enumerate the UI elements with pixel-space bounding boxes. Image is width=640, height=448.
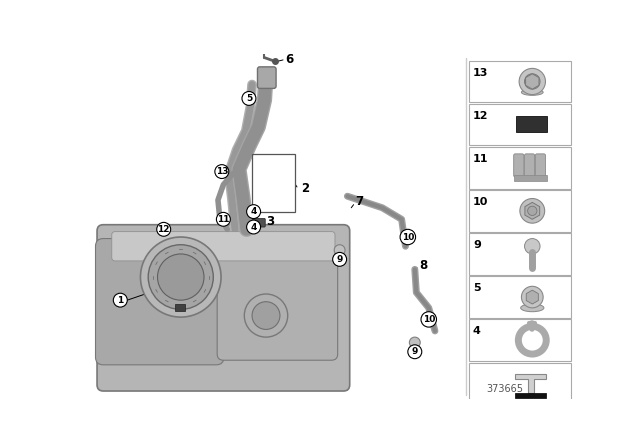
FancyBboxPatch shape <box>515 175 547 181</box>
Text: 5: 5 <box>473 283 481 293</box>
FancyBboxPatch shape <box>257 67 276 88</box>
Text: 4: 4 <box>250 207 257 216</box>
FancyBboxPatch shape <box>112 232 335 261</box>
Circle shape <box>522 286 543 308</box>
Text: 11: 11 <box>473 154 488 164</box>
Text: 13: 13 <box>473 68 488 78</box>
Circle shape <box>519 69 545 95</box>
Circle shape <box>140 237 221 317</box>
Text: 6: 6 <box>285 53 294 66</box>
Text: 10: 10 <box>422 315 435 324</box>
FancyBboxPatch shape <box>515 392 547 398</box>
Circle shape <box>157 222 171 236</box>
FancyBboxPatch shape <box>469 60 572 102</box>
Text: 12: 12 <box>157 225 170 234</box>
Circle shape <box>148 245 213 310</box>
FancyBboxPatch shape <box>469 233 572 275</box>
FancyBboxPatch shape <box>469 104 572 146</box>
FancyBboxPatch shape <box>525 154 534 177</box>
Circle shape <box>525 238 540 254</box>
Polygon shape <box>526 290 538 304</box>
Text: 13: 13 <box>216 167 228 176</box>
Polygon shape <box>525 202 540 220</box>
Circle shape <box>421 312 436 327</box>
FancyBboxPatch shape <box>95 238 224 365</box>
Circle shape <box>216 212 230 226</box>
Text: 4: 4 <box>473 326 481 336</box>
FancyBboxPatch shape <box>253 219 265 227</box>
Text: 1: 1 <box>117 296 124 305</box>
FancyBboxPatch shape <box>469 362 572 404</box>
Text: 7: 7 <box>355 195 364 208</box>
Text: 10: 10 <box>402 233 414 241</box>
Text: 9: 9 <box>473 240 481 250</box>
Circle shape <box>113 293 127 307</box>
Text: 373665: 373665 <box>486 384 524 394</box>
FancyBboxPatch shape <box>175 304 186 311</box>
Circle shape <box>242 91 256 105</box>
Circle shape <box>400 229 415 245</box>
Ellipse shape <box>522 89 543 95</box>
Circle shape <box>246 205 260 219</box>
FancyBboxPatch shape <box>469 190 572 232</box>
Text: 11: 11 <box>217 215 230 224</box>
Text: 4: 4 <box>250 223 257 232</box>
Circle shape <box>333 252 347 266</box>
Circle shape <box>410 337 420 348</box>
Circle shape <box>520 198 545 223</box>
Circle shape <box>525 74 540 89</box>
Polygon shape <box>515 374 547 392</box>
Circle shape <box>157 254 204 300</box>
Circle shape <box>252 302 280 329</box>
Polygon shape <box>525 74 539 89</box>
Circle shape <box>215 165 229 178</box>
FancyBboxPatch shape <box>536 154 545 177</box>
Text: 12: 12 <box>473 111 488 121</box>
FancyBboxPatch shape <box>469 276 572 318</box>
FancyBboxPatch shape <box>514 154 524 177</box>
Ellipse shape <box>521 304 544 312</box>
Text: 2: 2 <box>301 182 309 195</box>
Text: 3: 3 <box>266 215 274 228</box>
Circle shape <box>246 220 260 234</box>
FancyBboxPatch shape <box>469 147 572 189</box>
FancyBboxPatch shape <box>516 116 547 132</box>
Text: 9: 9 <box>412 347 418 356</box>
Circle shape <box>408 345 422 359</box>
FancyBboxPatch shape <box>97 225 349 391</box>
FancyBboxPatch shape <box>217 248 338 360</box>
Circle shape <box>527 206 537 215</box>
Text: 9: 9 <box>337 255 343 264</box>
Text: 5: 5 <box>246 94 252 103</box>
FancyBboxPatch shape <box>469 319 572 361</box>
Text: 10: 10 <box>473 197 488 207</box>
Circle shape <box>334 245 345 255</box>
Text: 8: 8 <box>419 259 428 272</box>
Circle shape <box>244 294 288 337</box>
